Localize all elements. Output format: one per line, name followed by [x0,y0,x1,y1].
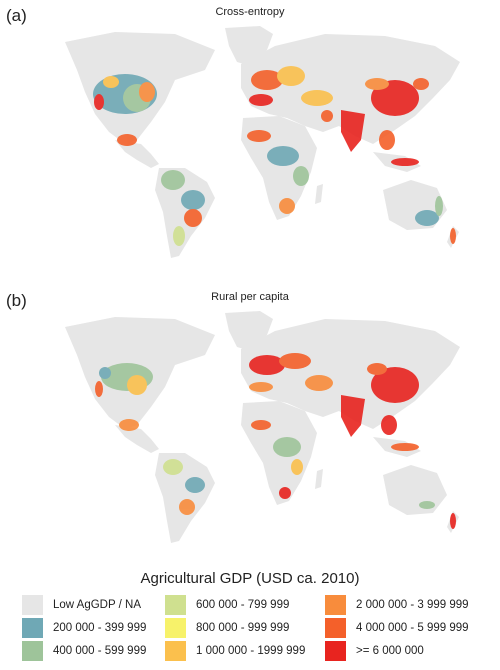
legend-label: 600 000 - 799 999 [196,599,290,611]
world-map-b [65,311,460,543]
legend-item: 200 000 - 399 999 [22,617,146,639]
agdp-overlay-a [93,66,456,246]
legend-swatch [165,595,186,615]
map-panel-b: (b) Rural per capita [0,285,500,560]
legend-item: >= 6 000 000 [325,640,424,662]
legend-item: 1 000 000 - 1999 999 [165,640,305,662]
legend-swatch [165,641,186,661]
legend-item: 4 000 000 - 5 999 999 [325,617,469,639]
legend-swatch [325,595,346,615]
panel-title-a: Cross-entropy [215,6,285,18]
legend-label: Low AgGDP / NA [53,599,141,611]
legend-item: 800 000 - 999 999 [165,617,289,639]
legend: Agricultural GDP (USD ca. 2010) Low AgGD… [0,566,500,666]
legend-title: Agricultural GDP (USD ca. 2010) [140,570,360,587]
legend-swatch [165,618,186,638]
legend-swatch [325,618,346,638]
legend-item: 600 000 - 799 999 [165,594,289,616]
legend-label: 4 000 000 - 5 999 999 [356,622,469,634]
legend-label: 1 000 000 - 1999 999 [196,645,306,657]
agdp-overlay-b [95,353,456,529]
panel-label-a: (a) [6,6,27,25]
panel-title-b: Rural per capita [211,291,289,303]
land-base-a [65,26,460,258]
legend-label: 400 000 - 599 999 [53,645,147,657]
legend-item: 400 000 - 599 999 [22,640,146,662]
legend-label: 800 000 - 999 999 [196,622,290,634]
map-panel-a: (a) Cross-entropy [0,0,500,280]
legend-swatch [22,618,43,638]
legend-item: 2 000 000 - 3 999 999 [325,594,469,616]
legend-label: >= 6 000 000 [356,645,424,657]
legend-label: 200 000 - 399 999 [53,622,147,634]
legend-swatch [22,641,43,661]
panel-label-b: (b) [6,291,27,310]
legend-label: 2 000 000 - 3 999 999 [356,599,469,611]
legend-swatch [325,641,346,661]
legend-item: Low AgGDP / NA [22,594,141,616]
legend-swatch [22,595,43,615]
world-map-a [65,26,460,258]
